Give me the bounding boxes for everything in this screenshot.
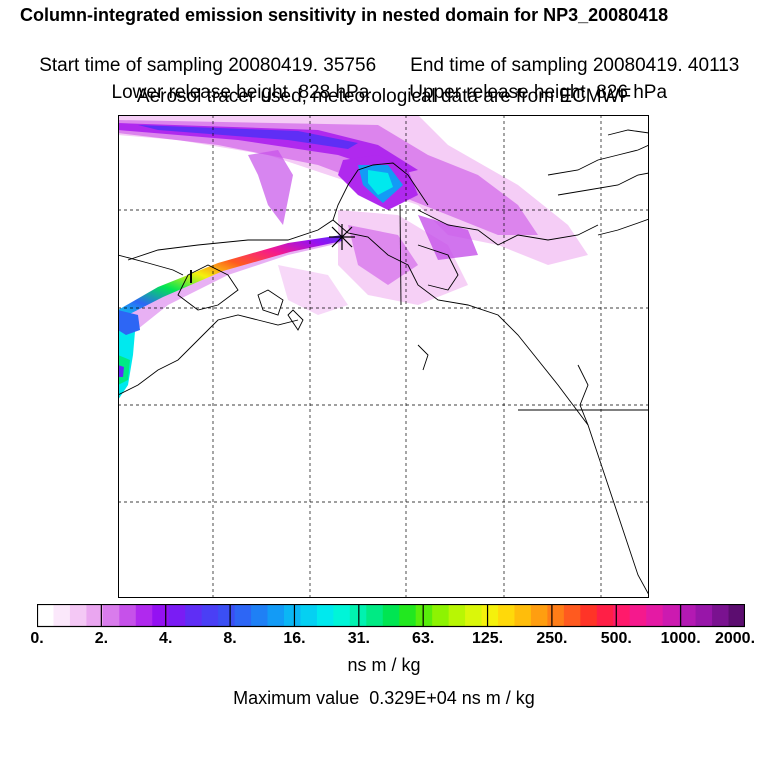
colorbar-tick-label: 2000. [714, 630, 756, 647]
colorbar-cell [300, 604, 318, 627]
colorbar-cell [366, 604, 384, 627]
end-time-label: End time of sampling 20080419. 40113 [410, 55, 740, 76]
map-border [118, 115, 649, 598]
colorbar-cell [86, 604, 104, 627]
colorbar-cell [596, 604, 614, 627]
sensitivity-plume [118, 115, 588, 315]
colorbar-cell [481, 604, 499, 627]
colorbar-cell [135, 604, 153, 627]
colorbar-cell [448, 604, 466, 627]
colorbar-tick-label: 2. [94, 630, 109, 647]
colorbar-tick-label: 500. [600, 630, 632, 647]
colorbar-cell [580, 604, 598, 627]
colorbar-cell [530, 604, 549, 627]
colorbar-tick-label: 1000. [660, 630, 701, 647]
colorbar-tick-label: 4. [159, 630, 173, 647]
colorbar-cell [662, 604, 680, 627]
upper-release-label: Upper release height 826 hPa [409, 82, 668, 103]
start-time-label: Start time of sampling 20080419. 35756 [39, 55, 377, 76]
colorbar-cell [185, 604, 203, 627]
maximum-value-label: Maximum value 0.329E+04 ns m / kg [233, 688, 535, 708]
colorbar-cell [498, 604, 516, 627]
plot-title: Column-integrated emission sensitivity i… [20, 5, 669, 25]
colorbar-cell [695, 604, 713, 627]
colorbar-cell [514, 604, 532, 627]
colorbar-dividers [100, 604, 682, 627]
colorbar-cell [102, 604, 120, 627]
colorbar-cell [316, 604, 334, 627]
colorbar-cell [234, 604, 252, 627]
colorbar-cell [37, 604, 55, 627]
colorbar-cell [563, 604, 581, 627]
colorbar-cell [251, 604, 269, 627]
colorbar-cell [629, 604, 647, 627]
colorbar-tick-label: 8. [223, 630, 237, 647]
release-point-marker [329, 224, 355, 250]
colorbar-cell [679, 604, 697, 627]
colorbar-cell [283, 604, 302, 627]
colorbar-cell [415, 604, 433, 627]
colorbar-cell [53, 604, 71, 627]
colorbar-cell [168, 604, 186, 627]
colorbar-tick-label: 250. [536, 630, 568, 647]
coastlines [118, 129, 649, 596]
colorbar-cell [547, 604, 565, 627]
release-height-row: Lower release height 828 hPa Upper releas… [0, 60, 768, 104]
lower-release-label: Lower release height 828 hPa [111, 82, 370, 103]
map-panel [118, 115, 649, 598]
colorbar-tick-label: 63. [412, 630, 435, 647]
colorbar-cell [201, 604, 219, 627]
colorbar-cell [465, 604, 483, 627]
colorbar-cell [432, 604, 450, 627]
colorbar-cell [399, 604, 417, 627]
colorbar-cell [119, 604, 137, 627]
colorbar-tick-label: 31. [347, 630, 370, 647]
colorbar-unit-label: ns m / kg [347, 655, 421, 675]
colorbar-cell [712, 604, 730, 627]
colorbar-border [37, 604, 745, 628]
colorbar-cell [646, 604, 664, 627]
colorbar-cell [333, 604, 351, 627]
colorbar-cells [37, 604, 745, 627]
colorbar-cell [267, 604, 285, 627]
colorbar-cell [728, 604, 745, 627]
colorbar-cell [152, 604, 170, 627]
colorbar [37, 604, 745, 628]
sensitivity-streak [118, 235, 343, 400]
colorbar-tick-label: 125. [471, 630, 504, 647]
sampling-time-row: Start time of sampling 20080419. 35756 En… [0, 33, 768, 77]
tracer-info: Aerosol tracer used, meteorological data… [136, 86, 632, 107]
graticule [118, 115, 649, 598]
colorbar-tick-label: 16. [283, 630, 306, 647]
colorbar-cell [613, 604, 631, 627]
colorbar-cell [382, 604, 400, 627]
colorbar-cell [218, 604, 236, 627]
colorbar-tick-label: 0. [30, 630, 44, 647]
colorbar-cell [69, 604, 87, 627]
